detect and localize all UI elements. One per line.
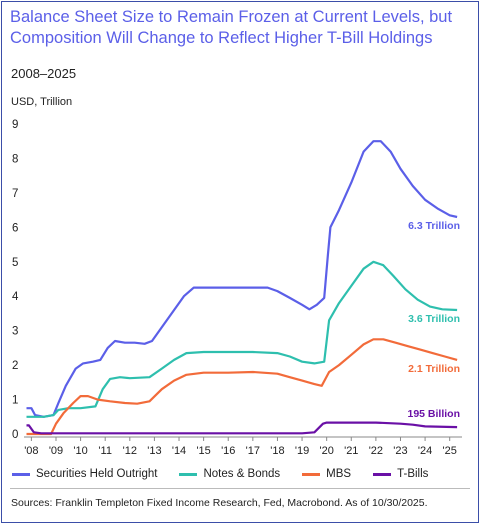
y-tick-label: 5 xyxy=(12,257,18,269)
x-tick-label: '09 xyxy=(49,445,63,457)
x-tick-label: '12 xyxy=(123,445,137,457)
series-line-securities-held-outright xyxy=(26,140,458,418)
y-axis-label: USD, Trillion xyxy=(11,96,73,108)
x-tick-label: '25 xyxy=(443,445,457,457)
y-tick-label: 7 xyxy=(12,188,18,200)
x-tick-label: '22 xyxy=(369,445,383,457)
legend-label-t-bills: T-Bills xyxy=(397,468,429,480)
legend: Securities Held Outright Notes & Bonds M… xyxy=(12,468,428,480)
x-tick-label: '20 xyxy=(319,445,333,457)
x-tick-label: '16 xyxy=(221,445,235,457)
series-line-notes-bonds xyxy=(26,260,458,418)
legend-item-t-bills: T-Bills xyxy=(373,468,428,480)
legend-item-mbs: MBS xyxy=(302,468,351,480)
y-tick-label: 2 xyxy=(12,360,18,372)
legend-item-securities: Securities Held Outright xyxy=(12,468,157,480)
legend-label-securities: Securities Held Outright xyxy=(36,468,158,480)
y-tick-label: 6 xyxy=(12,222,18,234)
x-tick-label: '21 xyxy=(344,445,358,457)
x-tick-label: '24 xyxy=(418,445,432,457)
legend-label-mbs: MBS xyxy=(326,468,352,480)
series-end-label: 195 Billion xyxy=(407,408,460,420)
legend-swatch-mbs xyxy=(302,472,321,476)
x-tick-label: '17 xyxy=(246,445,260,457)
x-tick-label: '08 xyxy=(24,445,38,457)
series-end-label: 6.3 Trillion xyxy=(408,220,460,232)
x-tick-label: '11 xyxy=(98,445,112,457)
x-tick-label: '10 xyxy=(73,445,87,457)
y-tick-label: 3 xyxy=(12,326,18,338)
series-line-t-bills xyxy=(26,421,458,435)
series-end-label: 2.1 Trillion xyxy=(408,363,460,375)
legend-swatch-notes-bonds xyxy=(179,472,198,476)
x-tick-label: '19 xyxy=(295,445,309,457)
legend-label-notes-bonds: Notes & Bonds xyxy=(203,468,281,480)
series-line-mbs xyxy=(26,338,458,436)
chart-subtitle: 2008–2025 xyxy=(11,66,77,81)
chart-title: Balance Sheet Size to Remain Frozen at C… xyxy=(10,8,453,47)
y-tick-label: 4 xyxy=(12,291,19,303)
x-tick-label: '14 xyxy=(172,445,186,457)
y-tick-label: 9 xyxy=(12,119,18,131)
x-tick-label: '15 xyxy=(196,445,210,457)
legend-swatch-t-bills xyxy=(373,472,392,476)
y-tick-label: 0 xyxy=(12,429,18,441)
x-tick-label: '13 xyxy=(147,445,161,457)
legend-item-notes-bonds: Notes & Bonds xyxy=(179,468,280,480)
source-note: Sources: Franklin Templeton Fixed Income… xyxy=(11,497,428,509)
divider xyxy=(10,488,470,489)
x-tick-label: '23 xyxy=(393,445,407,457)
x-tick-label: '18 xyxy=(270,445,284,457)
legend-swatch-securities xyxy=(12,472,30,476)
y-tick-label: 1 xyxy=(12,395,18,407)
series-end-label: 3.6 Trillion xyxy=(408,313,460,325)
y-tick-label: 8 xyxy=(12,153,18,165)
